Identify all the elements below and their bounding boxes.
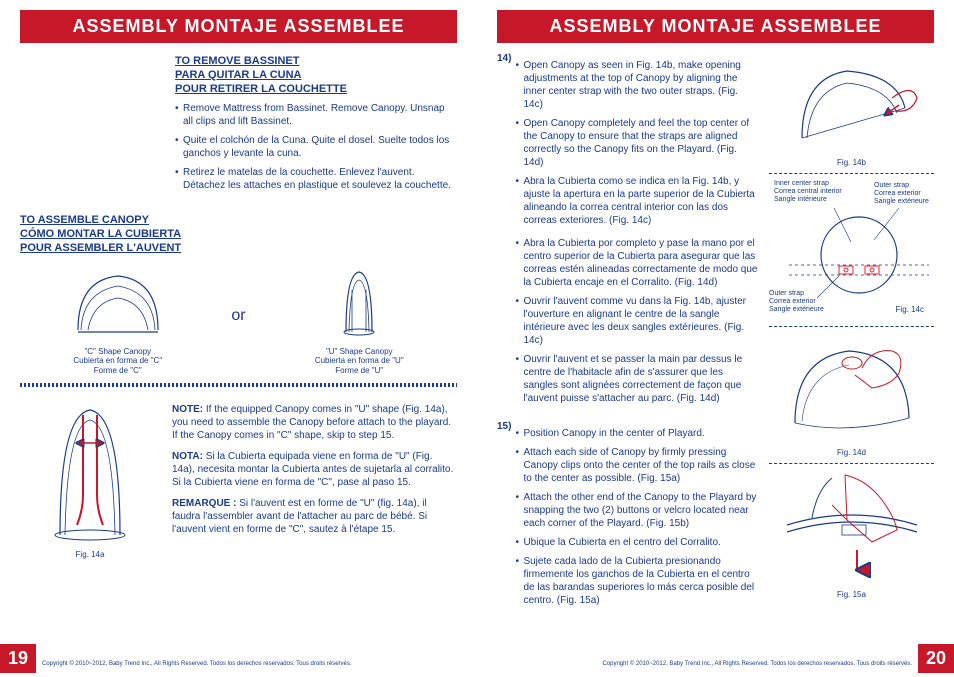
step-15-number: 15)	[497, 421, 511, 613]
step15-p3: Attach the other end of the Canopy to th…	[515, 491, 759, 530]
fig-14b-diagram: Fig. 14b	[769, 53, 934, 167]
c-shape-caption-1: "C" Shape Canopy	[20, 347, 216, 357]
copyright-left: Copyright © 2010~2012, Baby Trend Inc., …	[42, 661, 352, 667]
step14-p4: Abra la Cubierta por completo y pase la …	[515, 237, 759, 289]
step14-p6: Ouvrir l'auvent et se passer la main par…	[515, 353, 759, 405]
step-14-number: 14)	[497, 53, 511, 411]
u-shape-caption-1: "U" Shape Canopy	[262, 347, 458, 357]
page-20: ASSEMBLY MONTAJE ASSEMBLEE 14) Open Cano…	[477, 0, 954, 677]
fig-14a-diagram: Fig. 14a	[20, 395, 160, 559]
fig-15a-diagram: Fig. 15a	[769, 470, 934, 599]
remove-bassinet-heading-en: TO REMOVE BASSINET	[175, 55, 457, 69]
note-en: NOTE: If the equipped Canopy comes in "U…	[172, 403, 457, 442]
c-shape-canopy-diagram: "C" Shape Canopy Cubierta en forma de "C…	[20, 262, 216, 376]
fig-14c-diagram: Inner center strap Correa central interi…	[769, 180, 934, 320]
fig-14b-label: Fig. 14b	[769, 158, 934, 167]
page-number-20: 20	[918, 644, 954, 673]
remove-bassinet-bullet-en: Remove Mattress from Bassinet. Remove Ca…	[175, 102, 457, 128]
remove-bassinet-heading-es: PARA QUITAR LA CUNA	[175, 69, 457, 83]
or-label: or	[224, 307, 254, 375]
c-shape-caption-3: Forme de "C"	[20, 366, 216, 376]
fig-14a-label: Fig. 14a	[20, 550, 160, 559]
step14-p5: Ouvrir l'auvent comme vu dans la Fig. 14…	[515, 295, 759, 347]
fig-15a-label: Fig. 15a	[769, 590, 934, 599]
step15-p2: Attach each side of Canopy by firmly pre…	[515, 446, 759, 485]
divider	[769, 173, 934, 174]
fig-14d-diagram: Fig. 14d	[769, 333, 934, 457]
fig-14d-label: Fig. 14d	[769, 448, 934, 457]
note-fr: REMARQUE : Si l'auvent est en forme de "…	[172, 497, 457, 536]
step15-p5: Sujete cada lado de la Cubierta presiona…	[515, 555, 759, 607]
step14-p2: Open Canopy completely and feel the top …	[515, 117, 759, 169]
assemble-canopy-heading-es: CÓMO MONTAR LA CUBIERTA	[20, 228, 457, 242]
divider-3	[769, 463, 934, 464]
note-es: NOTA: Si la Cubierta equipada viene en f…	[172, 450, 457, 489]
tick-rule	[20, 383, 457, 387]
step14-p1: Open Canopy as seen in Fig. 14b, make op…	[515, 59, 759, 111]
page-number-19: 19	[0, 644, 36, 673]
u-shape-caption-3: Forme de "U"	[262, 366, 458, 376]
copyright-right: Copyright © 2010~2012, Baby Trend Inc., …	[602, 661, 912, 667]
assemble-canopy-heading-en: TO ASSEMBLE CANOPY	[20, 214, 457, 228]
remove-bassinet-heading-fr: POUR RETIRER LA COUCHETTE	[175, 83, 457, 97]
banner-right: ASSEMBLY MONTAJE ASSEMBLEE	[497, 10, 934, 43]
remove-bassinet-bullet-fr: Retirez le matelas de la couchette. Enle…	[175, 166, 457, 192]
divider-2	[769, 326, 934, 327]
fig-14c-label: Fig. 14c	[896, 305, 924, 314]
u-shape-canopy-diagram: "U" Shape Canopy Cubierta en forma de "U…	[262, 262, 458, 376]
note-es-text: Si la Cubierta equipada viene en forma d…	[172, 451, 453, 488]
step15-p4: Ubique la Cubierta en el centro del Corr…	[515, 536, 759, 549]
banner-left: ASSEMBLY MONTAJE ASSEMBLEE	[20, 10, 457, 43]
assemble-canopy-heading-fr: POUR ASSEMBLER L'AUVENT	[20, 242, 457, 256]
u-shape-caption-2: Cubierta en forma de "U"	[262, 356, 458, 366]
page-19: ASSEMBLY MONTAJE ASSEMBLEE TO REMOVE BAS…	[0, 0, 477, 677]
note-en-text: If the equipped Canopy comes in "U" shap…	[172, 404, 451, 441]
c-shape-caption-2: Cubierta en forma de "C"	[20, 356, 216, 366]
step15-p1: Position Canopy in the center of Playard…	[515, 427, 759, 440]
step14-p3: Abra la Cubierta como se indica en la Fi…	[515, 175, 759, 227]
remove-bassinet-bullet-es: Quite el colchón de la Cuna. Quite el do…	[175, 134, 457, 160]
